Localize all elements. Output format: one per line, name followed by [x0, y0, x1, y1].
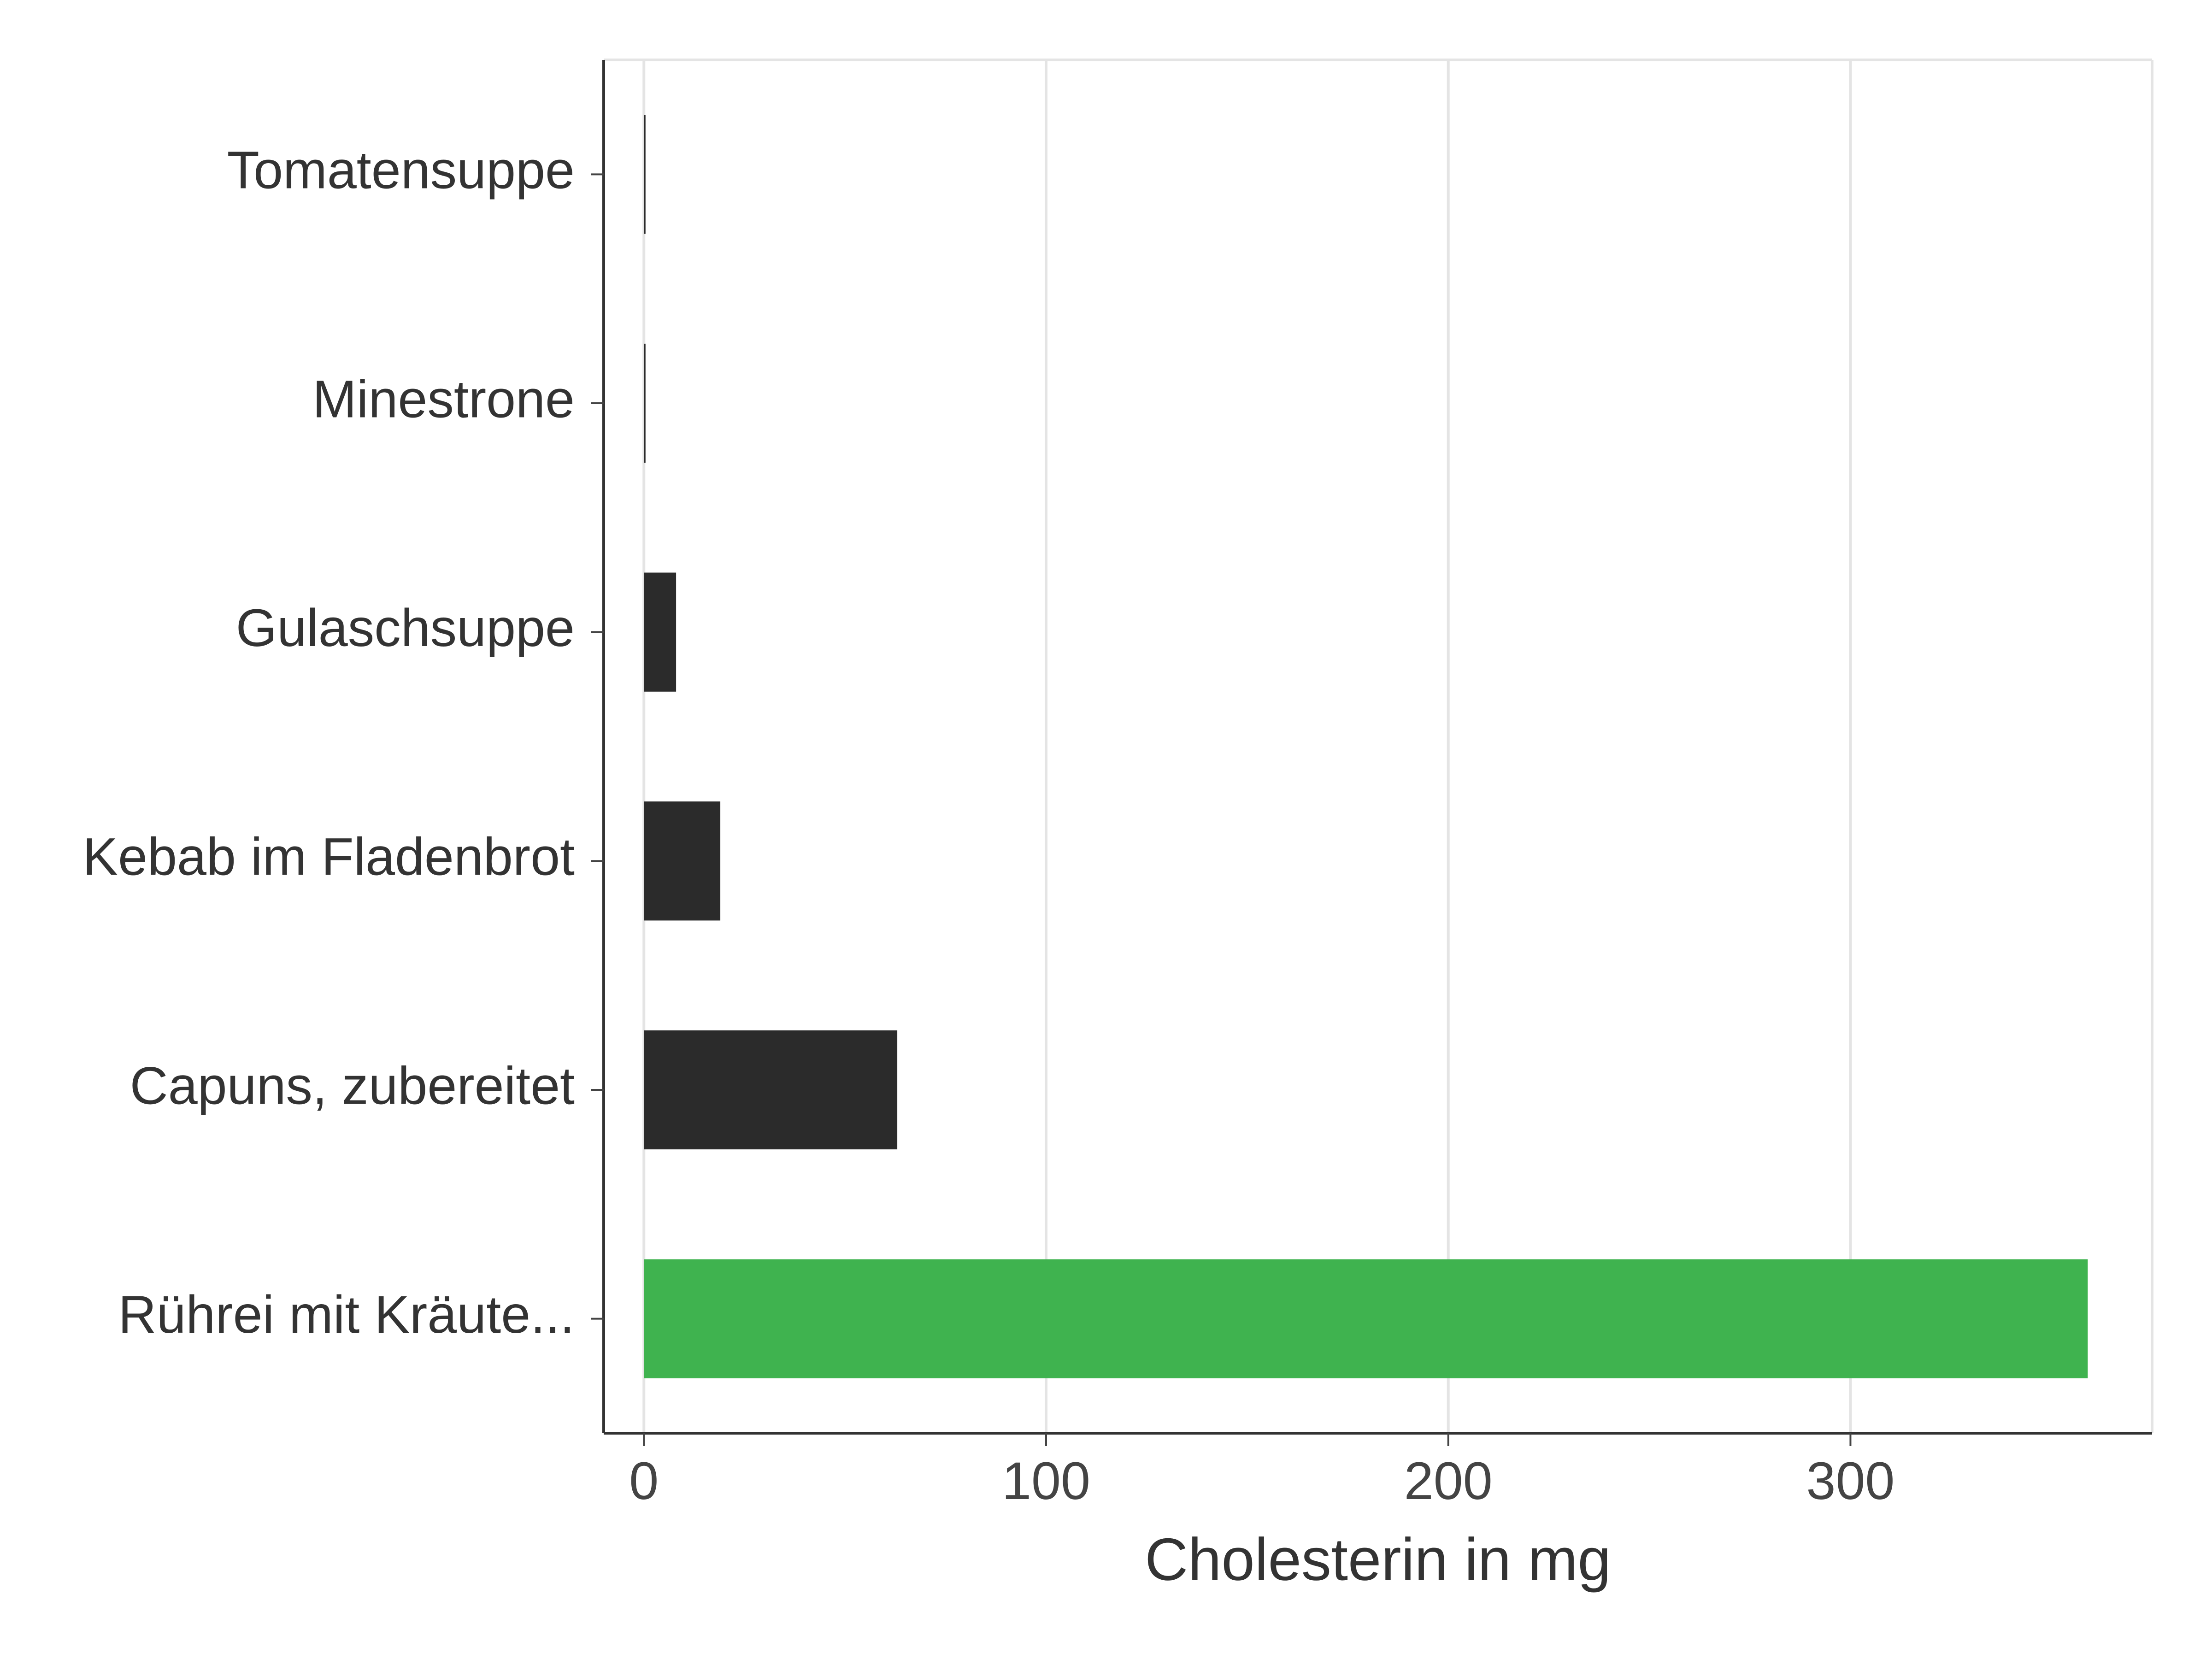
bar — [644, 801, 720, 920]
x-tick-label: 0 — [629, 1452, 659, 1511]
bar — [644, 573, 676, 692]
bar — [644, 1030, 897, 1149]
y-tick-label: Gulaschsuppe — [236, 599, 575, 658]
x-tick-label: 300 — [1806, 1452, 1895, 1511]
bar — [644, 344, 645, 463]
y-tick-label: Rührei mit Kräute... — [118, 1285, 575, 1344]
y-tick-label: Minestrone — [312, 370, 575, 429]
y-tick-label: Capuns, zubereitet — [130, 1056, 575, 1115]
x-axis-label: Cholesterin in mg — [1145, 1526, 1611, 1593]
x-tick-label: 100 — [1002, 1452, 1090, 1511]
bar — [644, 115, 645, 234]
y-tick-label: Tomatensuppe — [227, 141, 575, 200]
bar — [644, 1259, 2088, 1378]
y-tick-label: Kebab im Fladenbrot — [82, 828, 575, 887]
chart-container: 0 100 200 300 Cholesterin in mg Tomatensuppe M… — [0, 0, 2212, 1659]
x-tick-label: 200 — [1404, 1452, 1493, 1511]
bar-chart: 0 100 200 300 Cholesterin in mg Tomatensuppe M… — [0, 0, 2212, 1659]
